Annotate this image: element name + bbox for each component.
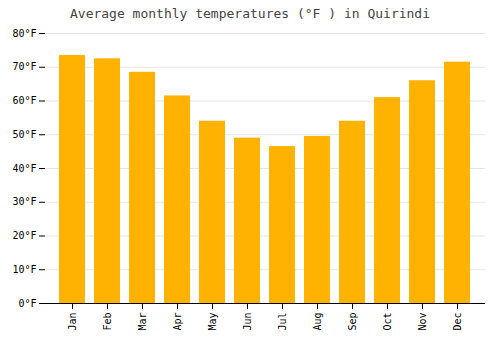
svg-text:Aug: Aug	[312, 313, 323, 331]
svg-text:Nov: Nov	[417, 313, 428, 331]
svg-text:30°F: 30°F	[12, 196, 36, 207]
svg-text:0°F: 0°F	[18, 298, 36, 309]
svg-text:Jul: Jul	[277, 313, 288, 331]
svg-text:Oct: Oct	[382, 313, 393, 331]
svg-text:60°F: 60°F	[12, 95, 36, 106]
svg-text:20°F: 20°F	[12, 230, 36, 241]
svg-text:Sep: Sep	[347, 313, 358, 331]
svg-text:10°F: 10°F	[12, 264, 36, 275]
svg-text:80°F: 80°F	[12, 28, 36, 39]
svg-text:May: May	[207, 313, 218, 331]
svg-text:40°F: 40°F	[12, 163, 36, 174]
svg-text:Apr: Apr	[172, 313, 183, 331]
svg-text:Dec: Dec	[452, 313, 463, 331]
svg-text:Jun: Jun	[242, 313, 253, 331]
svg-text:50°F: 50°F	[12, 129, 36, 140]
svg-text:Feb: Feb	[102, 313, 113, 331]
svg-text:70°F: 70°F	[12, 61, 36, 72]
svg-text:Mar: Mar	[137, 313, 148, 331]
svg-text:Jan: Jan	[67, 313, 78, 331]
html-text:Average monthly temperatures (: Average monthly temperatures (°F ) in Qu…	[70, 6, 430, 21]
